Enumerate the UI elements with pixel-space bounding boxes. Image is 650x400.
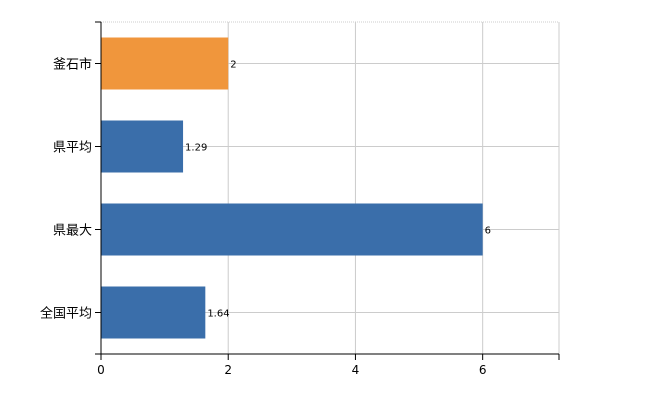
y-tick-label: 県最大	[53, 224, 92, 239]
x-tick-label: 4	[352, 363, 360, 377]
y-tick-label: 全国平均	[40, 306, 92, 322]
bar-value-label: 1.64	[207, 309, 229, 320]
y-tick-label: 県平均	[53, 141, 92, 156]
x-tick-label: 6	[479, 363, 487, 377]
bar	[101, 120, 184, 173]
bar	[101, 37, 229, 90]
bars	[101, 37, 483, 339]
bar-value-label: 1.29	[185, 143, 207, 154]
grid-lines	[101, 21, 560, 354]
bar-value-label: 6	[485, 226, 491, 237]
axes	[95, 21, 560, 360]
x-tick-label: 2	[224, 363, 232, 377]
bar	[101, 286, 206, 339]
x-tick-label: 0	[97, 363, 105, 377]
bar-value-label: 2	[230, 60, 236, 71]
bar	[101, 203, 483, 256]
y-tick-label: 釜石市	[53, 57, 92, 73]
